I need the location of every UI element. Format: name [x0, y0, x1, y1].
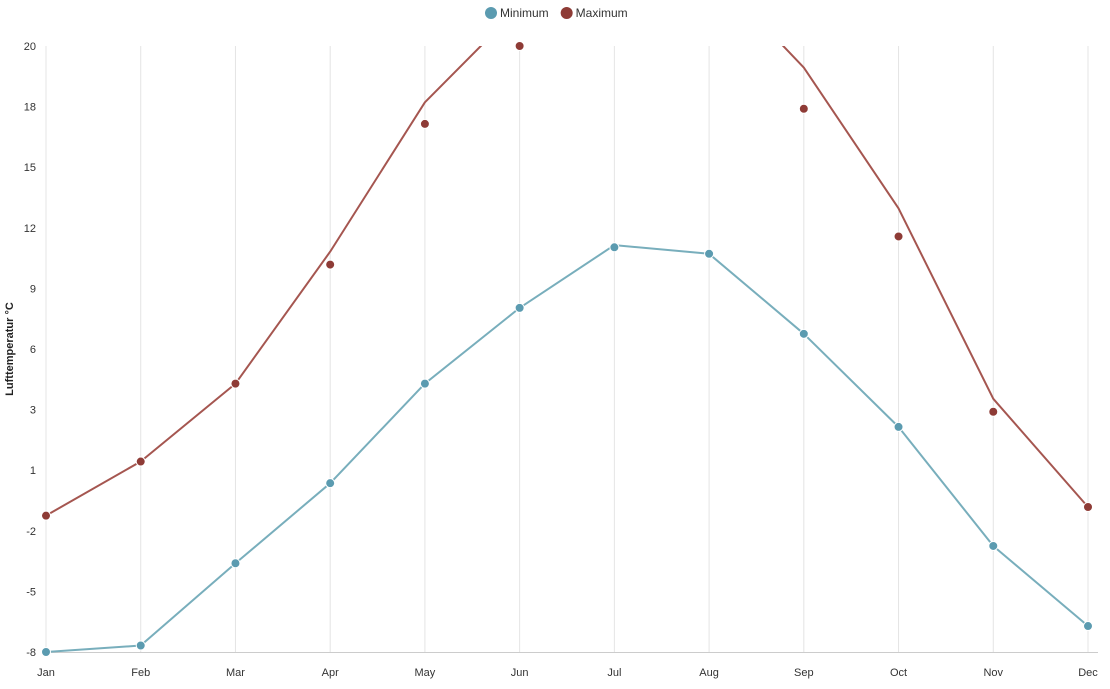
y-tick-label: -2: [26, 526, 36, 538]
data-point-maximum-sep[interactable]: [798, 103, 809, 114]
axis-layer: Jan Feb Mar Apr May Jun Jul Aug Sep Oct Nov Dec -8 -5…: [4, 41, 1098, 679]
data-point-minimum-feb[interactable]: [135, 640, 146, 651]
data-point-maximum-nov[interactable]: [988, 406, 999, 417]
y-tick-label: 3: [30, 405, 36, 417]
x-tick-label-feb: Feb: [131, 667, 150, 679]
y-tick-label: -5: [26, 586, 36, 598]
data-point-maximum-may[interactable]: [419, 118, 430, 129]
legend-item-minimum[interactable]: Minimum: [485, 6, 549, 20]
x-tick-label-oct: Oct: [890, 667, 907, 679]
grid-layer: [45, 46, 1089, 652]
data-point-maximum-oct[interactable]: [893, 231, 904, 242]
legend-marker-maximum: [560, 7, 573, 19]
data-point-minimum-jan[interactable]: [41, 647, 51, 657]
data-point-minimum-dec[interactable]: [1083, 621, 1093, 632]
data-point-maximum-apr[interactable]: [325, 259, 336, 270]
data-point-minimum-jun[interactable]: [514, 302, 525, 313]
x-tick-label-dec: Dec: [1078, 667, 1098, 679]
x-tick-label-jul: Jul: [607, 667, 621, 679]
data-point-maximum-feb[interactable]: [135, 456, 146, 467]
data-point-maximum-dec[interactable]: [1083, 501, 1093, 512]
x-tick-label-sep: Sep: [794, 667, 814, 679]
data-point-minimum-mar[interactable]: [230, 558, 241, 569]
x-tick-label-nov: Nov: [983, 667, 1003, 679]
legend-marker-minimum: [485, 7, 497, 19]
y-tick-label: 20: [24, 41, 36, 53]
x-tick-label-mar: Mar: [226, 667, 245, 679]
legend[interactable]: Minimum Maximum: [485, 6, 628, 20]
y-axis-title: Lufttemperatur °C: [4, 302, 16, 396]
series-maximum: [41, 41, 1093, 521]
data-point-maximum-jun[interactable]: [514, 41, 525, 51]
data-point-minimum-oct[interactable]: [893, 421, 904, 432]
data-point-minimum-aug[interactable]: [704, 248, 715, 259]
data-point-minimum-jul[interactable]: [609, 242, 620, 253]
legend-label-maximum: Maximum: [576, 6, 628, 20]
data-point-minimum-apr[interactable]: [325, 478, 336, 489]
data-point-minimum-sep[interactable]: [798, 328, 809, 339]
y-tick-label: 6: [30, 344, 36, 356]
data-point-minimum-nov[interactable]: [988, 540, 999, 551]
x-tick-label-jun: Jun: [511, 667, 529, 679]
data-point-minimum-may[interactable]: [419, 378, 430, 389]
data-point-maximum-mar[interactable]: [230, 378, 241, 389]
legend-item-maximum[interactable]: Maximum: [560, 6, 628, 20]
x-tick-label-apr: Apr: [322, 667, 339, 679]
y-tick-label: 12: [24, 223, 36, 235]
series-line-maximum: [45, 46, 1089, 517]
y-tick-label: -8: [26, 647, 36, 659]
x-tick-label-may: May: [415, 667, 436, 679]
series-line-minimum: [45, 244, 1089, 653]
legend-label-minimum: Minimum: [500, 6, 549, 20]
x-tick-label-aug: Aug: [699, 667, 719, 679]
series-minimum: [41, 242, 1093, 657]
x-tick-label-jan: Jan: [37, 667, 55, 679]
y-tick-label: 18: [24, 102, 36, 114]
series-layer: [41, 41, 1093, 657]
y-tick-label: 9: [30, 283, 36, 295]
y-tick-label: 1: [30, 465, 36, 477]
data-point-maximum-jan[interactable]: [41, 510, 51, 521]
y-tick-label: 15: [24, 162, 36, 174]
